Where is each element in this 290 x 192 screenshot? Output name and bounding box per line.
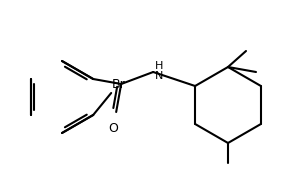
Text: Br: Br — [112, 78, 126, 91]
Text: H
N: H N — [155, 61, 164, 81]
Text: O: O — [108, 122, 118, 135]
